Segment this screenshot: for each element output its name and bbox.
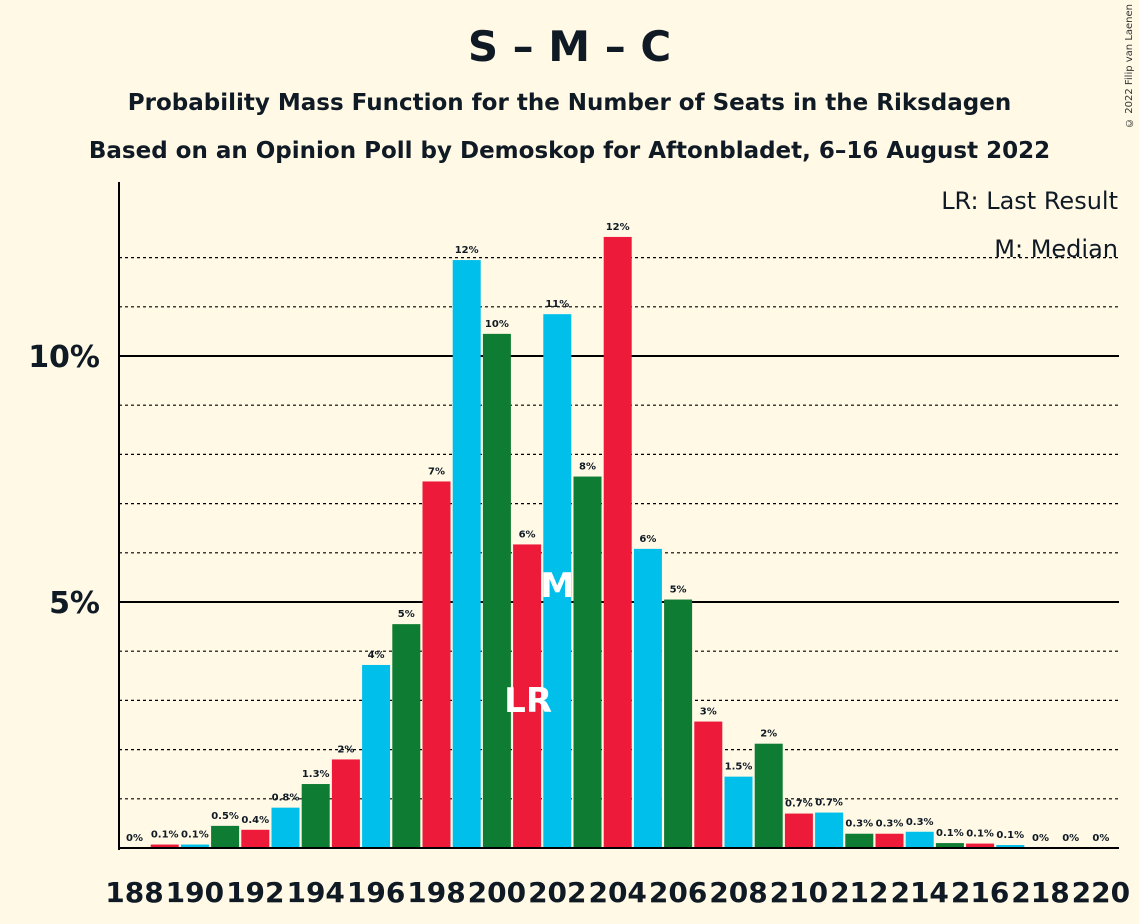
bar-seat-204	[603, 236, 632, 848]
data-label-seat-204: 12%	[606, 222, 630, 233]
data-label-seat-189: 0.1%	[151, 830, 179, 841]
bar-seat-197	[392, 624, 421, 848]
data-label-seat-191: 0.5%	[211, 811, 239, 822]
data-label-seat-212: 0.3%	[845, 819, 873, 830]
bar-seat-190	[180, 844, 209, 848]
data-label-seat-219: 0%	[1062, 833, 1079, 844]
data-label-seat-193: 0.8%	[272, 793, 300, 804]
legend-median: M: Median	[994, 235, 1118, 263]
data-label-seat-208: 1.5%	[725, 762, 753, 773]
chart-subtitle: Probability Mass Function for the Number…	[127, 90, 1012, 116]
data-label-seat-196: 4%	[368, 650, 385, 661]
x-tick-label: 218	[1011, 876, 1069, 909]
data-label-seat-215: 0.1%	[936, 828, 964, 839]
data-label-seat-194: 1.3%	[302, 769, 330, 780]
data-label-seat-216: 0.1%	[966, 829, 994, 840]
bars	[150, 236, 1025, 848]
x-tick-label: 206	[649, 876, 707, 909]
bar-seat-202	[543, 314, 572, 848]
legend-last-result: LR: Last Result	[941, 187, 1118, 215]
bar-seat-200	[482, 333, 511, 848]
last-result-marker: LR	[504, 681, 552, 721]
x-tick-label: 212	[830, 876, 888, 909]
x-tick-label: 188	[105, 876, 163, 909]
bar-seat-216	[966, 843, 995, 848]
bar-seat-208	[724, 776, 753, 848]
data-label-seat-199: 12%	[455, 245, 479, 256]
data-label-seat-218: 0%	[1032, 833, 1049, 844]
y-tick-label: 10%	[28, 340, 100, 375]
data-label-seat-207: 3%	[700, 707, 717, 718]
data-label-seat-210: 0.7%	[785, 799, 813, 810]
x-tick-label: 194	[286, 876, 344, 909]
data-label-seat-214: 0.3%	[906, 817, 934, 828]
bar-seat-193	[271, 807, 300, 848]
data-label-seat-217: 0.1%	[996, 830, 1024, 841]
chart-title: S – M – C	[467, 22, 672, 71]
bar-seat-198	[422, 481, 451, 848]
data-label-seat-198: 7%	[428, 466, 445, 477]
bar-seat-209	[754, 743, 783, 848]
x-tick-label: 192	[226, 876, 284, 909]
bar-seat-201	[513, 544, 542, 848]
bar-seat-213	[875, 833, 904, 848]
median-marker: M	[540, 566, 574, 606]
data-label-seat-197: 5%	[398, 609, 415, 620]
data-labels: 0% 0.1% 0.1%0.5% 0.4%0.8%1.3%2%4%5%7%12%10%…	[126, 222, 1109, 844]
x-tick-label: 204	[588, 876, 646, 909]
x-tick-label: 214	[890, 876, 948, 909]
data-label-seat-188: 0%	[126, 833, 143, 844]
bar-seat-194	[301, 784, 330, 848]
data-label-seat-195: 2%	[337, 744, 354, 755]
axes: 5%10%188 190 192 194 196 198 200 202 204 206 208 21…	[28, 182, 1130, 909]
bar-seat-214	[905, 831, 934, 848]
x-tick-label: 202	[528, 876, 586, 909]
data-label-seat-200: 10%	[485, 319, 509, 330]
bar-seat-192	[241, 829, 270, 848]
x-tick-label: 220	[1072, 876, 1130, 909]
bar-seat-189	[150, 844, 179, 848]
x-tick-label: 208	[709, 876, 767, 909]
bar-seat-199	[452, 260, 481, 848]
bar-seat-215	[935, 843, 964, 848]
data-label-seat-190: 0.1%	[181, 830, 209, 841]
data-label-seat-201: 6%	[519, 529, 536, 540]
data-label-seat-205: 6%	[639, 534, 656, 545]
data-label-seat-206: 5%	[670, 585, 687, 596]
bar-seat-206	[664, 599, 693, 848]
bar-seat-210	[784, 813, 813, 848]
data-label-seat-213: 0.3%	[876, 819, 904, 830]
x-tick-label: 200	[468, 876, 526, 909]
data-label-seat-192: 0.4%	[241, 815, 269, 826]
data-label-seat-203: 8%	[579, 462, 596, 473]
data-label-seat-209: 2%	[760, 729, 777, 740]
x-tick-label: 216	[951, 876, 1009, 909]
x-tick-label: 196	[347, 876, 405, 909]
bar-seat-195	[331, 759, 360, 848]
y-tick-label: 5%	[49, 586, 100, 621]
markers: LR M	[504, 566, 574, 721]
x-tick-label: 190	[166, 876, 224, 909]
bar-seat-212	[845, 833, 874, 848]
bar-seat-207	[694, 721, 723, 848]
data-label-seat-211: 0.7%	[815, 798, 843, 809]
chart-source-line: Based on an Opinion Poll by Demoskop for…	[88, 138, 1051, 164]
bar-seat-196	[362, 664, 391, 848]
bar-seat-205	[633, 548, 662, 848]
bar-seat-203	[573, 476, 602, 848]
bar-seat-217	[996, 845, 1025, 848]
data-label-seat-202: 11%	[545, 299, 569, 310]
data-label-seat-220: 0%	[1092, 833, 1109, 844]
bar-seat-191	[211, 825, 240, 848]
bar-seat-211	[815, 812, 844, 848]
x-tick-label: 198	[407, 876, 465, 909]
x-tick-label: 210	[770, 876, 828, 909]
